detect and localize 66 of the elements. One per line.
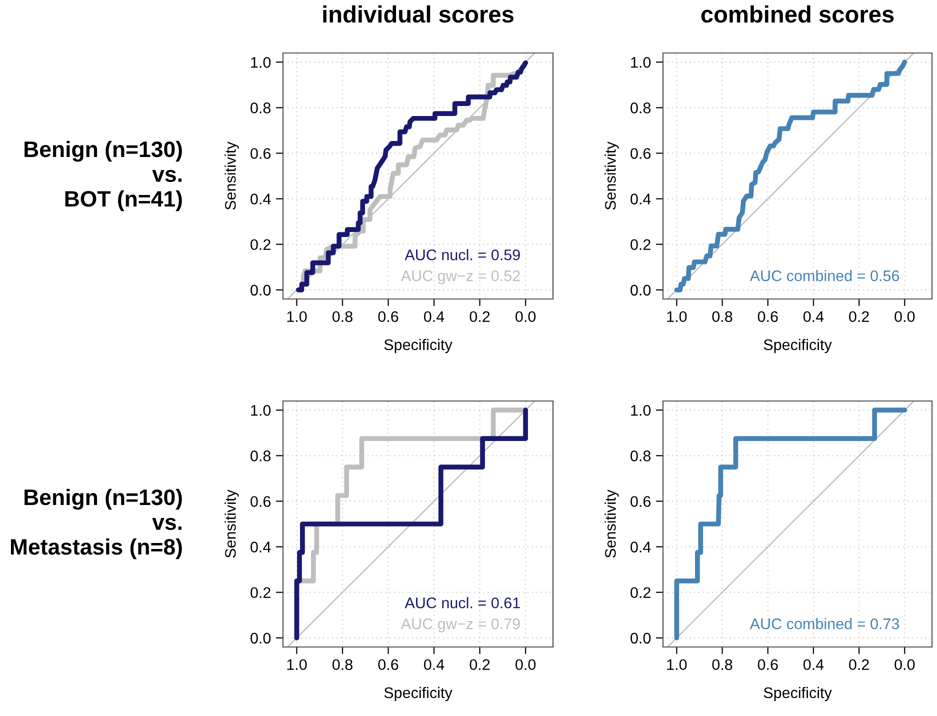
x-tick-label: 1.0 [667,659,687,670]
x-tick-label: 0.6 [758,659,778,670]
y-tick-label: 0.6 [250,148,271,159]
y-tick-label: 0.2 [250,587,270,598]
x-tick-label: 0.0 [516,311,536,322]
y-tick-label: 0.0 [630,632,651,644]
text: AUC combined = 0.56 [750,270,900,282]
y-tick-label: 0.6 [250,496,271,507]
text: AUC nucl. = 0.59 [404,249,520,260]
x-tick-label: 0.4 [803,311,824,322]
x-tick-label: 1.0 [287,311,307,322]
x-axis-title: Specificity [384,338,452,354]
y-tick-label: 0.2 [630,587,650,598]
x-tick-label: 0.8 [332,659,352,670]
y-tick-label: 0.4 [630,194,651,204]
x-tick-label: 0.2 [849,311,869,322]
y-tick-label: 0.8 [630,102,651,114]
x-tick-label: 0.6 [378,311,398,322]
text: AUC gw−z = 0.79 [400,618,520,632]
y-tick-label: 0.0 [250,632,271,644]
y-tick-label: 0.6 [630,148,651,159]
x-tick-label: 0.4 [424,311,444,322]
x-tick-label: 0.4 [424,659,444,670]
text: AUC combined = 0.73 [750,618,900,630]
x-tick-label: 0.8 [712,311,732,322]
x-tick-label: 0.6 [378,659,398,670]
text: Benign (n=130) vs. Metastasis (n=8) [10,488,182,560]
y-tick-label: 1.0 [251,404,271,416]
y-tick-label: 0.4 [250,542,271,552]
y-tick-label: 0.4 [630,542,651,552]
y-tick-label: 0.8 [250,450,271,462]
x-tick-label: 0.4 [803,659,824,670]
x-axis-title: Specificity [764,686,832,702]
y-tick-label: 0.2 [630,239,650,250]
text: AUC nucl. = 0.61 [404,597,520,608]
y-tick-label: 1.0 [631,404,651,416]
y-tick-label: 1.0 [631,56,651,68]
x-tick-label: 0.6 [758,311,778,322]
y-tick-label: 0.0 [250,284,271,296]
x-axis-title: Specificity [384,686,452,702]
x-tick-label: 0.2 [470,311,490,322]
y-tick-label: 0.8 [250,102,271,114]
x-tick-label: 0.8 [712,659,732,670]
y-axis-title: Sensitivity [224,490,239,558]
y-tick-label: 0.8 [630,450,651,462]
x-tick-label: 0.8 [332,311,352,322]
y-tick-label: 1.0 [251,56,271,68]
x-tick-label: 1.0 [287,659,307,670]
y-tick-label: 0.2 [250,239,270,250]
x-tick-label: 0.2 [470,659,490,670]
x-tick-label: 1.0 [667,311,687,322]
y-tick-label: 0.4 [250,194,271,204]
x-tick-label: 0.0 [516,659,536,670]
y-tick-label: 0.6 [630,496,651,507]
x-tick-label: 0.0 [894,659,915,670]
y-axis-title: Sensitivity [224,142,239,210]
x-axis-title: Specificity [764,338,832,354]
y-axis-title: Sensitivity [604,490,619,558]
y-tick-label: 0.0 [630,284,651,296]
text: Benign (n=130) vs. BOT (n=41) [24,140,182,212]
chart-title: combined scores [701,5,894,23]
text: AUC gw−z = 0.52 [400,270,520,284]
x-tick-label: 0.0 [894,311,915,322]
chart-title: individual scores [323,5,514,23]
y-axis-title: Sensitivity [604,142,619,210]
x-tick-label: 0.2 [849,659,869,670]
